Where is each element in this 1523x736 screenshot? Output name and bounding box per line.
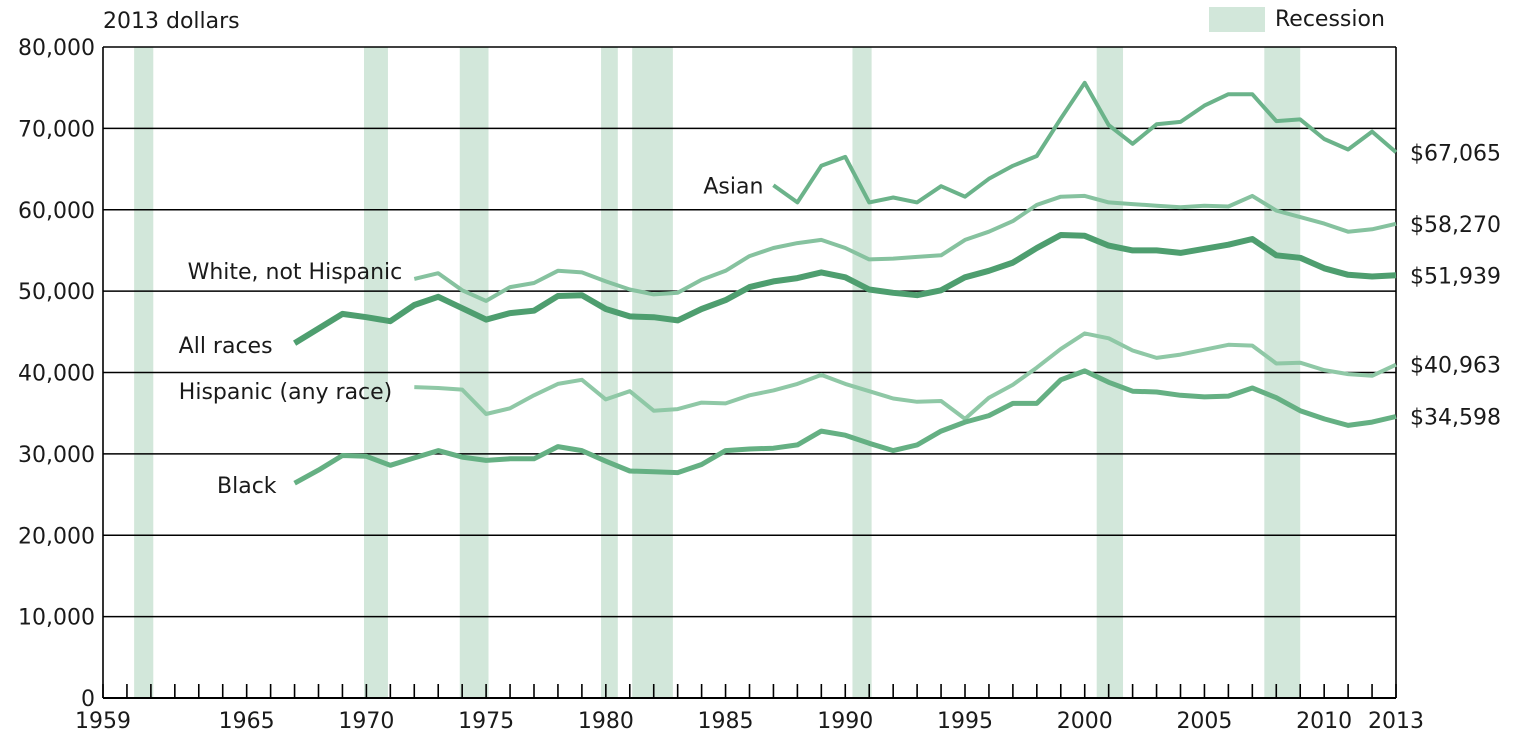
series-label: Hispanic (any race)	[179, 380, 392, 405]
legend-swatch-recession	[1209, 7, 1265, 32]
gridlines	[103, 46, 1396, 699]
x-tick-label: 1975	[458, 709, 514, 734]
y-tick-label: 40,000	[18, 362, 95, 387]
end-value-label: $34,598	[1410, 405, 1501, 430]
series-label: Black	[217, 474, 277, 499]
x-tick-label: 2005	[1176, 709, 1232, 734]
x-tick-label: 1970	[338, 709, 394, 734]
legend-label-recession: Recession	[1275, 7, 1385, 32]
series-lines	[293, 80, 1398, 486]
y-tick-label: 0	[81, 687, 95, 712]
x-tick-label: 1965	[219, 709, 275, 734]
x-tick-label: 1959	[75, 709, 131, 734]
series-label: Asian	[703, 174, 763, 199]
axes: 0 10,000 20,000 30,000 40,000 50,000 60,000 70,…	[18, 36, 1424, 734]
x-tick-label: 1990	[817, 709, 873, 734]
x-tick-label: 1980	[578, 709, 634, 734]
y-tick-label: 10,000	[18, 606, 95, 631]
x-tick-label: 1995	[937, 709, 993, 734]
x-tick-label: 1985	[698, 709, 754, 734]
series-line-all-races	[293, 232, 1397, 346]
end-value-label: $67,065	[1410, 141, 1501, 166]
legend: Recession	[1209, 7, 1385, 32]
end-value-label: $40,963	[1410, 354, 1501, 379]
y-tick-label: 80,000	[18, 36, 95, 61]
y-tick-label: 70,000	[18, 117, 95, 142]
y-tick-label: 50,000	[18, 280, 95, 305]
series-line-asian	[772, 80, 1398, 205]
labels: Asian White, not Hispanic All races Hispani…	[179, 141, 1501, 499]
series-line-white-not-hispanic	[413, 193, 1397, 303]
x-tick-label: 2000	[1057, 709, 1113, 734]
series-line-hispanic-any-race	[414, 331, 1397, 421]
x-tick-label: 2010	[1296, 709, 1352, 734]
series-label: White, not Hispanic	[188, 260, 403, 285]
y-axis-unit-label: 2013 dollars	[103, 9, 240, 34]
y-tick-label: 30,000	[18, 443, 95, 468]
y-tick-label: 20,000	[18, 524, 95, 549]
end-value-label: $58,270	[1410, 213, 1501, 238]
series-label: All races	[179, 334, 273, 359]
series-line-black	[293, 368, 1397, 486]
x-tick-label: 2013	[1368, 709, 1424, 734]
end-value-label: $51,939	[1410, 264, 1501, 289]
y-tick-label: 60,000	[18, 199, 95, 224]
